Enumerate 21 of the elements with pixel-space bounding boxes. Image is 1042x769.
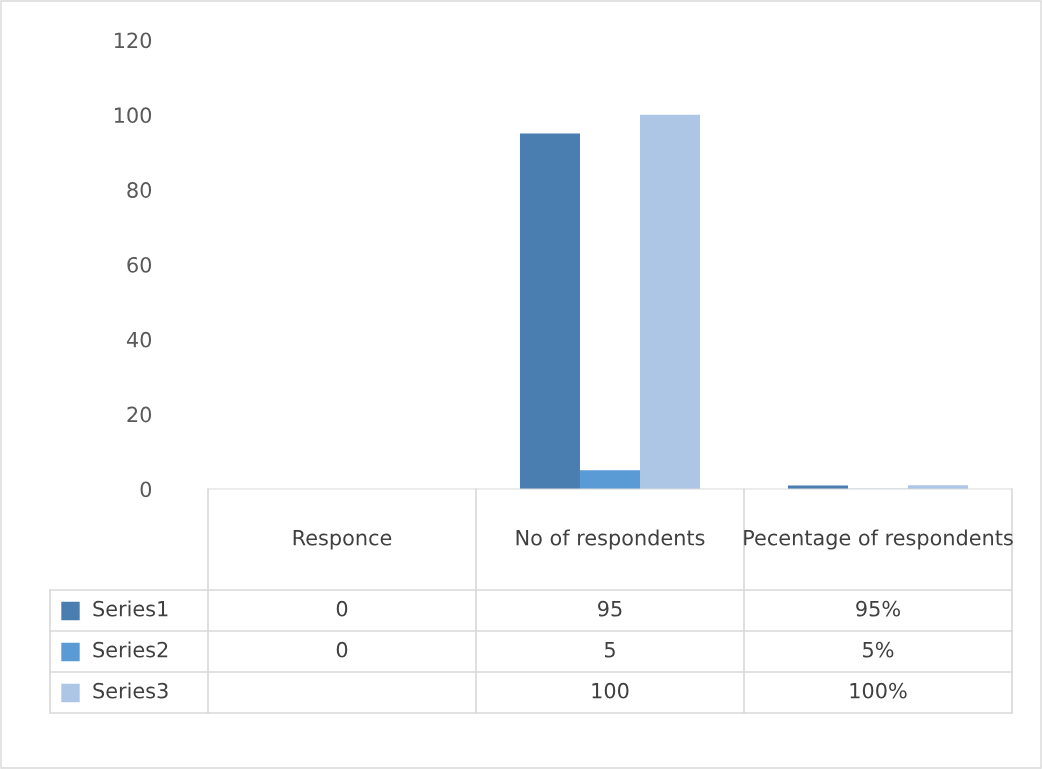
data-label: 5: [604, 642, 615, 658]
data-label: 0: [336, 600, 348, 617]
data-label: 0: [336, 641, 348, 658]
legend-label: Series1: [93, 600, 168, 617]
data-label: 95: [598, 600, 622, 617]
x-tick-label: Pecentage of respondents: [744, 529, 1013, 550]
y-tick-label: 60: [127, 256, 152, 273]
y-tick-label: 0: [140, 481, 152, 498]
legend-label: Series2: [93, 641, 168, 658]
data-label: 100: [592, 682, 629, 699]
y-tick-label: 100: [114, 107, 152, 124]
y-tick-label: 80: [127, 182, 152, 198]
data-label: 5%: [863, 641, 894, 658]
y-tick-label: 40: [126, 331, 152, 348]
data-label: 95%: [856, 600, 900, 617]
y-tick-label: 20: [127, 406, 152, 423]
legend-label: Series3: [93, 682, 168, 699]
x-tick-label: No of respondents: [516, 529, 705, 550]
data-label: 100%: [850, 682, 907, 699]
x-tick-label: Responce: [293, 530, 392, 550]
y-tick-label: 120: [114, 32, 152, 49]
